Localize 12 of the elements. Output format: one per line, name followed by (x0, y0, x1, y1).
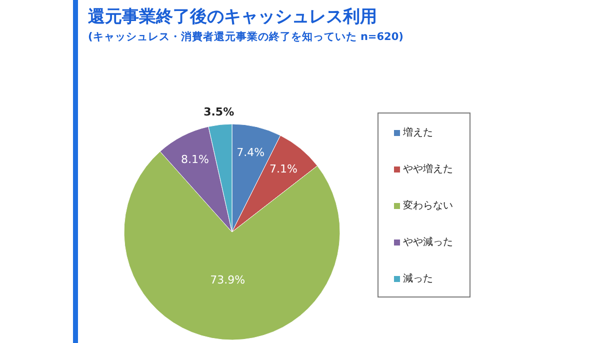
chart-subtitle: (キャッシュレス・消費者還元事業の終了を知っていた n=620) (88, 30, 404, 43)
data-label: 73.9% (210, 273, 246, 286)
legend-label: やや減った (403, 236, 453, 248)
data-label: 3.5% (204, 106, 234, 119)
data-label: 7.4% (236, 146, 265, 160)
data-label: 7.1% (269, 162, 298, 176)
legend-label: 増えた (402, 126, 433, 139)
chart-title: 還元事業終了後のキャッシュレス利用 (88, 7, 377, 27)
data-label: 8.1% (181, 152, 209, 166)
legend-label: 変わらない (403, 200, 453, 212)
legend-label: やや増えた (403, 163, 453, 176)
legend-label: 減った (403, 272, 433, 285)
